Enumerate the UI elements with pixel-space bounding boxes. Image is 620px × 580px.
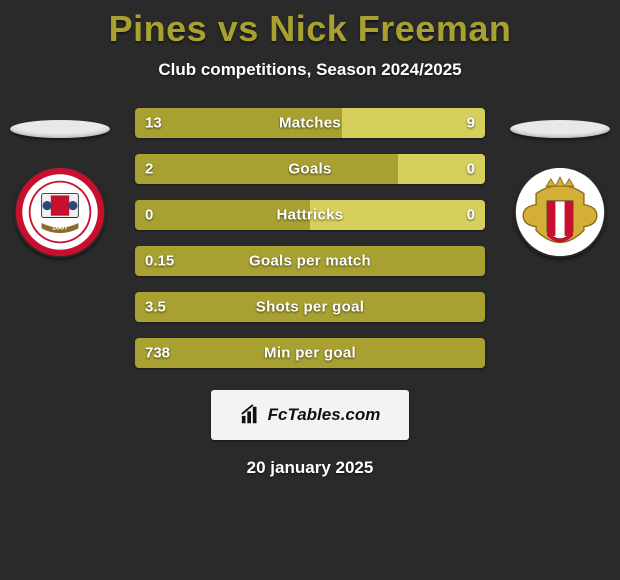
svg-text:1887: 1887: [52, 222, 68, 231]
player-left-column: 1887: [0, 120, 120, 258]
stat-bar-right: [398, 154, 486, 184]
page-title: Pines vs Nick Freeman: [109, 8, 512, 50]
stat-row: 139Matches: [135, 108, 485, 138]
stat-bar-left: [135, 338, 485, 368]
stat-bar-right: [310, 200, 485, 230]
stat-bar-left: [135, 246, 485, 276]
club-crest-left: 1887: [14, 166, 106, 258]
player-right-column: [500, 120, 620, 258]
stat-bar-left: [135, 108, 342, 138]
bars-icon: [240, 404, 262, 426]
comparison-infographic: Pines vs Nick Freeman Club competitions,…: [0, 0, 620, 580]
brand-text: FcTables.com: [268, 405, 381, 425]
stat-bar-right: [342, 108, 486, 138]
flag-placeholder-right: [510, 120, 610, 138]
date-label: 20 january 2025: [247, 458, 374, 478]
brand-logo: FcTables.com: [240, 404, 381, 426]
club-crest-right: [514, 166, 606, 258]
stat-row: 00Hattricks: [135, 200, 485, 230]
page-subtitle: Club competitions, Season 2024/2025: [158, 60, 461, 80]
flag-placeholder-left: [10, 120, 110, 138]
stat-row: 0.15Goals per match: [135, 246, 485, 276]
stat-row: 20Goals: [135, 154, 485, 184]
stat-row: 738Min per goal: [135, 338, 485, 368]
stat-bar-left: [135, 154, 398, 184]
brand-strip: FcTables.com: [211, 390, 409, 440]
stat-bar-left: [135, 200, 310, 230]
stat-row: 3.5Shots per goal: [135, 292, 485, 322]
stat-bar-left: [135, 292, 485, 322]
